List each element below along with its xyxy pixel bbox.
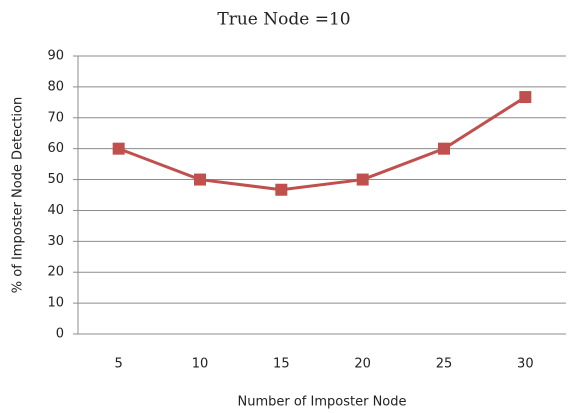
x-axis-label: Number of Imposter Node (238, 395, 407, 410)
chart-title: True Node =10 (217, 10, 350, 30)
marker (438, 142, 450, 155)
x-tick-label: 20 (354, 357, 371, 372)
y-tick-label: 50 (47, 172, 64, 187)
marker (112, 142, 125, 155)
x-tick-label: 10 (192, 357, 209, 372)
y-tick-label: 70 (47, 110, 64, 125)
y-tick-label: 30 (47, 234, 64, 249)
marker (275, 183, 288, 196)
x-tick-label: 25 (436, 357, 453, 372)
y-tick-label: 20 (47, 265, 64, 280)
x-tick-label: 15 (273, 357, 290, 372)
marker (356, 173, 369, 186)
y-tick-label: 40 (47, 203, 64, 218)
y-tick-label: 60 (47, 141, 64, 156)
y-tick-label: 90 (47, 49, 64, 64)
x-tick-label: 5 (115, 357, 123, 372)
marker (519, 91, 532, 104)
marker (194, 173, 206, 186)
y-tick-label: 80 (47, 79, 64, 94)
y-tick-label: 10 (47, 296, 64, 311)
y-axis-label: % of Imposter Node Detection (11, 97, 26, 293)
y-tick-label: 0 (56, 327, 64, 342)
x-tick-label: 30 (517, 357, 534, 372)
line (118, 95, 527, 192)
